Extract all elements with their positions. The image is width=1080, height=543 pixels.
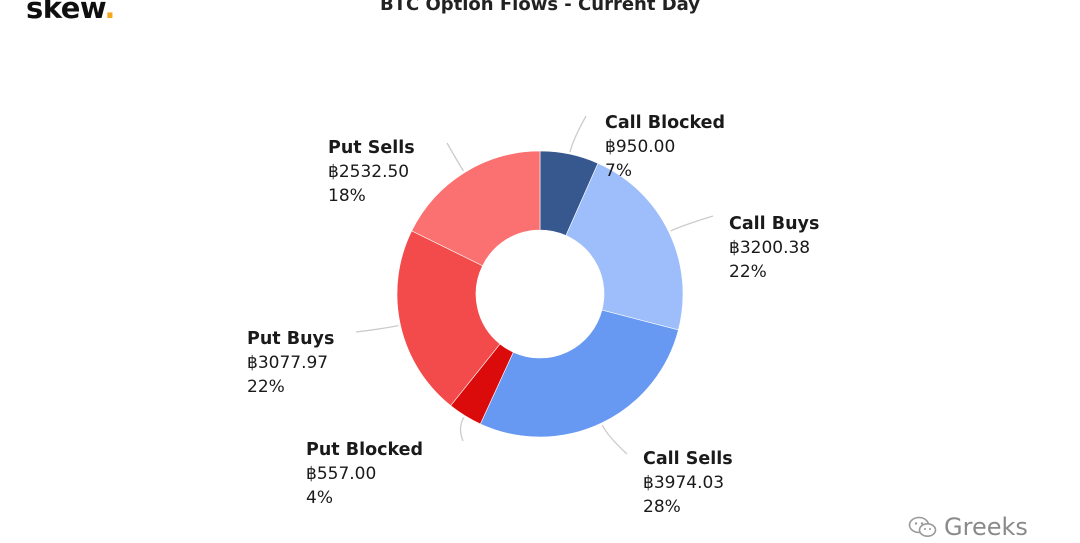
- slice-value-label: ฿557.00: [306, 464, 376, 484]
- connector-put-sells: [446, 142, 464, 172]
- chart-title: BTC Option Flows - Current Day: [379, 0, 700, 15]
- slice-value-label: ฿3974.03: [643, 473, 724, 493]
- slice-put-buys: [396, 230, 501, 407]
- slice-name-label: Call Buys: [729, 214, 819, 234]
- slice-name-label: Put Buys: [247, 329, 334, 349]
- logo-text: skew: [26, 0, 105, 25]
- donut-slices: [396, 150, 684, 438]
- label-call-sells: Call Sells ฿3974.03 28%: [643, 449, 733, 517]
- slice-call-sells: [479, 309, 679, 438]
- slice-call-buys: [565, 162, 684, 331]
- label-call-blocked: Call Blocked ฿950.00 7%: [605, 113, 725, 181]
- connector-call-blocked: [569, 115, 587, 153]
- slice-put-sells: [411, 150, 541, 267]
- label-call-buys: Call Buys ฿3200.38 22%: [729, 214, 819, 282]
- slice-labels: Call Blocked ฿950.00 7% Call Buys ฿3200.38 22…: [247, 113, 819, 517]
- slice-percent-label: 22%: [247, 377, 285, 397]
- logo-dot: .: [104, 0, 115, 25]
- slice-percent-label: 22%: [729, 262, 767, 282]
- slice-name-label: Call Sells: [643, 449, 733, 469]
- connector-put-buys: [355, 324, 399, 333]
- wechat-icon: [908, 516, 937, 537]
- slice-value-label: ฿950.00: [605, 137, 675, 157]
- label-connectors: [355, 115, 714, 455]
- skew-logo: skew.: [26, 0, 115, 25]
- connector-call-sells: [601, 424, 628, 455]
- slice-name-label: Put Blocked: [306, 440, 423, 460]
- connector-put-blocked: [459, 417, 465, 442]
- slice-name-label: Call Blocked: [605, 113, 725, 133]
- slice-value-label: ฿3077.97: [247, 353, 328, 373]
- label-put-sells: Put Sells ฿2532.50 18%: [328, 138, 415, 206]
- slice-percent-label: 4%: [306, 488, 333, 508]
- connector-call-buys: [670, 215, 714, 232]
- slice-percent-label: 28%: [643, 497, 681, 517]
- label-put-blocked: Put Blocked ฿557.00 4%: [306, 440, 423, 508]
- watermark: Greeks: [908, 513, 1028, 541]
- slice-percent-label: 18%: [328, 186, 366, 206]
- watermark-text: Greeks: [944, 513, 1028, 541]
- label-put-buys: Put Buys ฿3077.97 22%: [247, 329, 334, 397]
- slice-percent-label: 7%: [605, 161, 632, 181]
- slice-value-label: ฿3200.38: [729, 238, 810, 258]
- slice-value-label: ฿2532.50: [328, 162, 409, 182]
- slice-name-label: Put Sells: [328, 138, 415, 158]
